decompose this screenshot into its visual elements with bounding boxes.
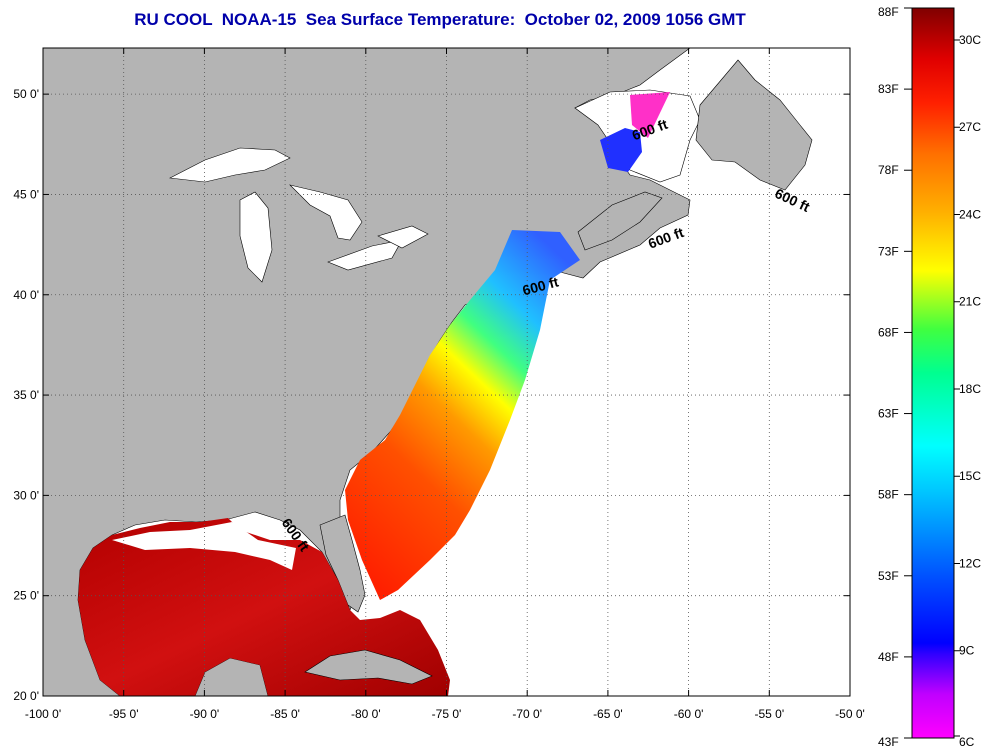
colorbar-label-c: 24C [959, 207, 981, 221]
great-lakes [168, 147, 429, 283]
lon-tick-label: -90 0' [190, 707, 220, 721]
lon-tick-label: -70 0' [512, 707, 542, 721]
lon-tick-label: -95 0' [109, 707, 139, 721]
lon-tick-label: -85 0' [270, 707, 300, 721]
colorbar-label-c: 6C [959, 735, 975, 749]
land-newfoundland [695, 59, 813, 191]
colorbar-label-f: 48F [878, 650, 899, 664]
lon-tick-label: -55 0' [754, 707, 784, 721]
lat-tick-label: 25 0' [13, 589, 39, 603]
colorbar-label-f: 53F [878, 569, 899, 583]
colorbar-celsius-labels: 30C 27C 24C 21C 18C 15C 12C 9C 6C [954, 33, 981, 749]
lat-tick-label: 20 0' [13, 689, 39, 703]
lon-tick-label: -65 0' [593, 707, 623, 721]
lon-tick-label: -75 0' [432, 707, 462, 721]
colorbar-label-f: 43F [878, 735, 899, 749]
map-title: RU COOL NOAA-15 Sea Surface Temperature:… [134, 10, 746, 29]
colorbar-label-c: 15C [959, 469, 981, 483]
colorbar-label-c: 27C [959, 120, 981, 134]
lat-tick-label: 35 0' [13, 388, 39, 402]
lat-tick-label: 45 0' [13, 187, 39, 201]
lat-tick-label: 40 0' [13, 288, 39, 302]
colorbar-gradient [911, 7, 955, 739]
colorbar-fahrenheit-labels: 88F 83F 78F 73F 68F 63F 58F 53F 48F 43F [878, 5, 912, 749]
land-nova-scotia [577, 191, 663, 251]
colorbar-label-f: 68F [878, 325, 899, 339]
colorbar-label-c: 9C [959, 644, 975, 658]
sst-atlantic-swath [345, 230, 580, 600]
colorbar-label-f: 78F [878, 163, 899, 177]
colorbar-label-c: 12C [959, 556, 981, 570]
colorbar: 88F 83F 78F 73F 68F 63F 58F 53F 48F 43F 30C 27C 24C… [878, 5, 981, 749]
colorbar-label-c: 18C [959, 382, 981, 396]
lon-tick-label: -60 0' [674, 707, 704, 721]
lat-tick-label: 30 0' [13, 488, 39, 502]
colorbar-label-f: 88F [878, 5, 899, 19]
colorbar-label-c: 30C [959, 33, 981, 47]
lon-tick-label: -50 0' [835, 707, 865, 721]
colorbar-label-f: 58F [878, 488, 899, 502]
land-florida [319, 514, 366, 613]
cuba-overlay [304, 649, 433, 685]
map-grid [43, 48, 850, 696]
colorbar-label-f: 63F [878, 407, 899, 421]
lon-tick-label: -80 0' [351, 707, 381, 721]
colorbar-label-c: 21C [959, 295, 981, 309]
no-data-gulf-north [112, 522, 296, 570]
sst-gulf-of-st-lawrence [600, 128, 642, 172]
sst-st-lawrence-magenta [630, 92, 670, 138]
lon-tick-label: -100 0' [25, 707, 61, 721]
map-axes: -100 0' -95 0' -90 0' -85 0' -80 0' -75 0' -70… [13, 48, 865, 721]
colorbar-label-f: 73F [878, 244, 899, 258]
lat-tick-label: 50 0' [13, 87, 39, 101]
colorbar-label-f: 83F [878, 82, 899, 96]
